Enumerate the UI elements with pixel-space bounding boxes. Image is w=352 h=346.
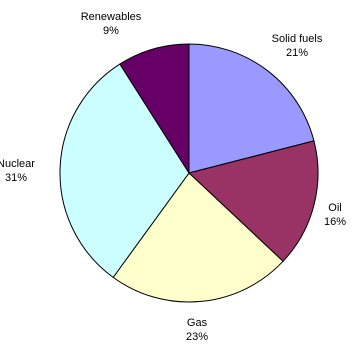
slice-label: Renewables [81, 11, 142, 23]
pie-slice-solid-fuels [188, 43, 315, 174]
pie-slice-oil [187, 140, 319, 263]
slice-percentage: 9% [103, 25, 119, 37]
pie-slice-gas [112, 172, 284, 303]
slice-label: Solid fuels [272, 33, 323, 45]
pie-slices [59, 43, 319, 303]
slice-label: Nuclear [0, 158, 35, 170]
pie-labels: Solid fuels 21% Oil 16% Gas 23% Nuclear 31% Rene… [0, 11, 346, 343]
slice-label: Gas [187, 317, 208, 329]
pie-slice-renewables [119, 43, 190, 175]
pie-slice-nuclear [59, 63, 190, 279]
slice-label: Oil [328, 202, 341, 214]
slice-percentage: 21% [286, 47, 308, 59]
slice-percentage: 23% [186, 331, 208, 343]
slice-percentage: 16% [324, 216, 346, 228]
slice-percentage: 31% [5, 172, 27, 184]
